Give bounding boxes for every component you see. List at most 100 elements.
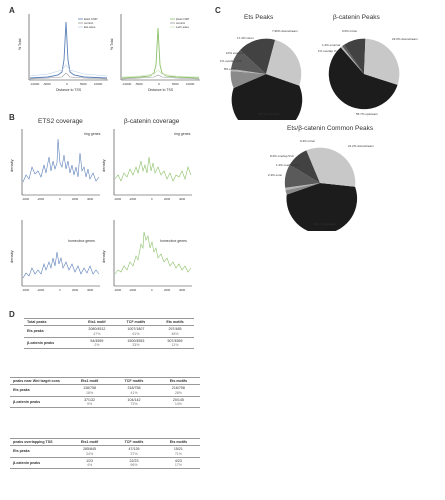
- table-cell: 104/142 73%: [111, 395, 157, 409]
- table-cell: 1007/1807 61%: [115, 325, 157, 338]
- b-ets2-ring-svg: density -4000 -2000 0 2000 4000 ring gen…: [9, 129, 101, 201]
- row-label: β-catenin peaks: [10, 456, 68, 470]
- table-cell: 37/132 9%: [68, 395, 112, 409]
- pie3-label-intron: 9.3% intron: [300, 139, 316, 143]
- b4-tick-1: -4000: [114, 288, 122, 292]
- table3-col3: Ets motifs: [156, 437, 200, 447]
- pie3-downstream: [306, 147, 356, 187]
- a-right-ylabel: % Total: [110, 38, 114, 50]
- b1-tick-1: -4000: [22, 197, 30, 201]
- b-ets2-ring-plot: density -4000 -2000 0 2000 4000 ring gen…: [8, 127, 103, 207]
- b2-tick-3: 0: [151, 197, 153, 201]
- table1-col1: Ets1 motif: [77, 317, 116, 327]
- b3-tick-1: -4000: [22, 288, 30, 292]
- ets2-hox-trace: [22, 251, 100, 279]
- table-cell: 20/145 14%: [156, 395, 200, 409]
- table-cell: 138/758 18%: [68, 384, 112, 397]
- table-cell: 216/758 28%: [156, 384, 200, 397]
- motif-table-total: Total peaks Ets1 motif TCF motifs Ets mo…: [24, 317, 194, 350]
- pie2-label-intron: 9.6% intron: [342, 29, 358, 33]
- table1-col3: Ets motifs: [156, 317, 194, 327]
- panel-label-c: C: [215, 6, 221, 15]
- pie3-svg: 9.3% intron 21.2% downstream 8.2% overla…: [268, 139, 374, 231]
- row-label: β-catenin peaks: [10, 395, 68, 409]
- row-label: β-catenin peaks: [24, 336, 78, 350]
- a-right-legend-3: Lef1 sites: [176, 25, 189, 29]
- b2-tag: ring genes: [174, 132, 191, 136]
- pie3-label-downstream: 21.2% downstream: [348, 144, 374, 148]
- pie1-downstream: [266, 39, 302, 86]
- pie3-label-three-utr: 1.2% overlap 3'utr: [276, 163, 300, 167]
- table1-corner: Total peaks: [24, 317, 78, 327]
- table-row: β-catenin peaks 54/4559 2% 1500/4553 33% 5…: [24, 336, 194, 350]
- table2-col2: TCF motifs: [111, 376, 157, 386]
- pie1-exon: [230, 71, 266, 89]
- b2-tick-1: -4000: [114, 197, 122, 201]
- a-left-tick-5: 10000: [94, 82, 103, 86]
- pie3-three-utr: [285, 183, 320, 191]
- panel-a-left-svg: % Total -10000 -5000 0 5000 10000 Distan…: [18, 14, 108, 92]
- pie2-label-five-utr: 1.2% exon/utr: [322, 43, 341, 47]
- table2-col3: Ets motifs: [156, 376, 200, 386]
- table3-corner: peaks overlapping TSS: [10, 437, 68, 447]
- b4-tag: homeobox genes: [160, 239, 187, 243]
- b-bcat-ring-svg: density -4000 -2000 0 2000 4000 ring gen…: [101, 129, 192, 201]
- b-hox-ylabel-2: density: [101, 250, 106, 263]
- table2-header: peaks near Wnt target cons Ets1 motif TC…: [10, 376, 200, 386]
- ets2-ring-trace: [22, 138, 100, 183]
- pie1-label-upstream: 45.7% upstream: [258, 112, 280, 116]
- a-left-tick-4: 5000: [80, 82, 87, 86]
- pie2-upstream: [328, 47, 398, 110]
- a-left-ylabel: % Total: [18, 38, 22, 50]
- bcat-hox-trace: [114, 231, 192, 275]
- b4-tick-4: 2000: [164, 288, 171, 292]
- b-hox-ylabel-1: density: [9, 250, 14, 263]
- a-right-tick-5: 10000: [186, 82, 195, 86]
- pie2-label-downstream: 23.6% downstream: [392, 37, 418, 41]
- pie2-svg: 9.6% intron 23.6% downstream 1.2% exon/u…: [318, 29, 418, 116]
- b4-tick-2: -2000: [129, 288, 137, 292]
- b2-tick-5: 4000: [179, 197, 186, 201]
- a-right-legend-1: βcat ChIP: [176, 17, 189, 21]
- pie1-label-intron: 17.4% intron: [237, 36, 254, 40]
- table-row: β-catenin peaks 37/132 9% 104/142 73% 20/1…: [10, 395, 200, 409]
- b4-tick-5: 4000: [179, 288, 186, 292]
- b-col1-title: ETS2 coverage: [38, 118, 83, 125]
- b-ring-ylabel-2: density: [101, 159, 106, 172]
- b-ets2-hox-svg: density -4000 -2000 0 2000 4000 homeobox…: [9, 220, 100, 292]
- table-cell: 15/21 71%: [156, 445, 200, 458]
- pie1-label-five-utr: 10% exon/utr: [226, 51, 244, 55]
- table-cell: 1/23 4%: [68, 456, 112, 470]
- table-cell: 47/126 37%: [111, 445, 157, 458]
- pie3-label-exon: 2.4% exon: [268, 173, 283, 177]
- ets-sites-curve: [29, 64, 108, 77]
- a-left-xlabel: Distance to TSS: [56, 88, 82, 92]
- motif-table-tss: peaks overlapping TSS Ets1 motif TCF mot…: [10, 437, 200, 470]
- a-left-legend-1: Ets2 ChIP: [84, 17, 98, 21]
- panel-a-right-svg: % Total -10000 -5000 0 5000 10000 Distan…: [110, 14, 200, 92]
- pie3-five-utr: [284, 164, 320, 188]
- a-left-tick-3: 0: [66, 82, 68, 86]
- table-cell: 285/845 34%: [68, 445, 112, 458]
- pie1-five-utr: [231, 50, 266, 74]
- b1-tick-4: 2000: [72, 197, 79, 201]
- pie3-title: Ets/β-catenin Common Peaks: [287, 125, 374, 132]
- b-bcat-hox-svg: density -4000 -2000 0 2000 4000 homeobox…: [101, 220, 192, 292]
- table3-col2: TCF motifs: [111, 437, 157, 447]
- pie2-three-utr: [340, 46, 364, 74]
- control-curve: [29, 72, 108, 80]
- panel-label-b: B: [9, 113, 15, 122]
- motif-table-wnt: peaks near Wnt target cons Ets1 motif TC…: [10, 376, 200, 409]
- row-label: Ets peaks: [24, 325, 78, 338]
- panel-label-a: A: [9, 6, 15, 15]
- a-left-legend-2: control: [84, 21, 93, 25]
- pie3-exon: [285, 183, 320, 195]
- pie2-title: β-catenin Peaks: [333, 14, 380, 21]
- pie1-label-exon: 8% exon: [224, 67, 236, 71]
- a-right-xlabel: Distance to TSS: [148, 88, 174, 92]
- table-cell: 297/485 48%: [156, 325, 194, 338]
- b4-tick-3: 0: [151, 288, 153, 292]
- a-left-legend-3: Ets sites: [84, 25, 96, 29]
- pie2-downstream: [364, 38, 400, 85]
- b3-tag: homeobox genes: [68, 239, 95, 243]
